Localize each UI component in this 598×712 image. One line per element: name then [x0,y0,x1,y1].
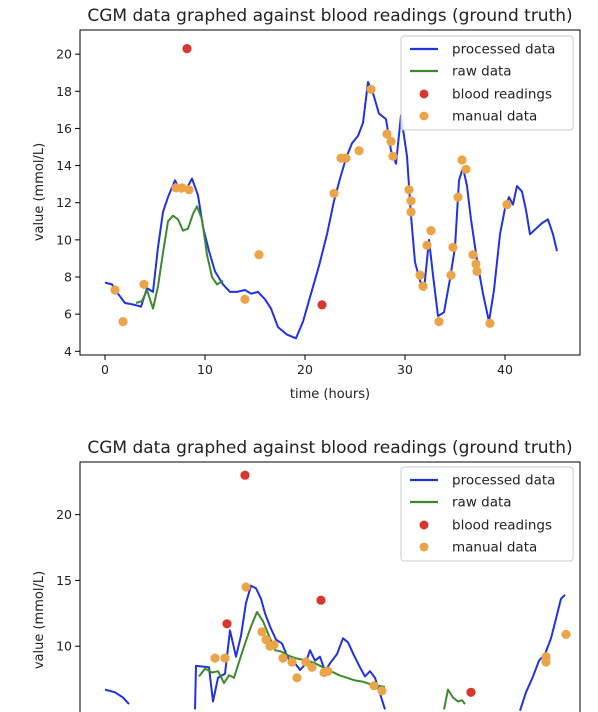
legend-raw-label: raw data [452,64,512,80]
y-tick-label: 15 [56,573,72,588]
y-axis-label: value (mmol/L) [32,571,47,669]
manual-data-point [468,250,477,259]
y-tick-label: 10 [56,232,72,247]
manual-data-point [415,271,424,280]
legend-manual-marker [420,543,429,552]
manual-data-point [240,295,249,304]
legend-blood-label: blood readings [452,518,552,534]
manual-data-point [472,267,481,276]
y-tick-label: 8 [64,270,72,285]
blood-readings-point [466,688,475,697]
chart-2: CGM data graphed against blood readings … [32,438,580,712]
y-tick-label: 16 [56,121,72,136]
legend: processed data raw data blood readings m… [401,467,573,561]
manual-data-point [448,243,457,252]
chart-1: CGM data graphed against blood readings … [32,6,580,402]
chart-title: CGM data graphed against blood readings … [87,438,572,458]
y-tick-label: 20 [56,507,72,522]
manual-data-point [434,317,443,326]
x-tick-label: 40 [497,362,513,377]
legend-processed-label: processed data [452,42,555,58]
manual-data-point [418,282,427,291]
x-tick-label: 0 [101,362,109,377]
y-tick-label: 6 [64,307,72,322]
manual-data-point [541,652,550,661]
manual-data-point [269,640,278,649]
manual-data-point [323,667,332,676]
legend: processed data raw data blood readings m… [401,36,573,130]
x-tick-label: 30 [397,362,413,377]
blood-readings-point [222,619,231,628]
manual-data-point [354,146,363,155]
blood-readings-point [317,300,326,309]
legend-manual-label: manual data [452,109,537,125]
legend-manual-marker [420,112,429,121]
manual-data-point [406,196,415,205]
manual-data-point [278,654,287,663]
manual-data-point [329,189,338,198]
manual-data-point [446,271,455,280]
manual-data-point [457,155,466,164]
blood-readings-point [316,596,325,605]
manual-data-point [388,152,397,161]
y-tick-label: 14 [56,158,72,173]
manual-data-point [210,654,219,663]
manual-data-point [485,319,494,328]
legend-blood-label: blood readings [452,87,552,103]
legend-raw-label: raw data [452,495,512,511]
legend-blood-marker [420,521,429,530]
y-tick-label: 4 [64,344,72,359]
manual-data-point [257,627,266,636]
manual-data-point [110,285,119,294]
manual-data-point [369,681,378,690]
manual-data-point [502,200,511,209]
manual-data-point [292,673,301,682]
y-tick-label: 20 [56,47,72,62]
manual-data-point [422,241,431,250]
manual-data-point [426,226,435,235]
manual-data-point [287,657,296,666]
x-axis-label: time (hours) [290,387,370,402]
manual-data-point [307,663,316,672]
y-tick-label: 18 [56,84,72,99]
manual-data-point [404,185,413,194]
manual-data-point [377,686,386,695]
manual-data-point [184,185,193,194]
legend-processed-label: processed data [452,473,555,489]
manual-data-point [220,654,229,663]
manual-data-point [561,630,570,639]
manual-data-point [386,137,395,146]
axis-ticks: 10 15 20 [56,507,80,654]
y-axis-label: value (mmol/L) [32,143,47,241]
manual-data-point [406,207,415,216]
blood-readings-point [182,44,191,53]
chart-title: CGM data graphed against blood readings … [87,6,572,26]
legend-blood-marker [420,90,429,99]
x-tick-label: 10 [197,362,213,377]
manual-data-point [341,154,350,163]
legend-manual-label: manual data [452,540,537,556]
blood-readings-point [240,471,249,480]
manual-data-point [254,250,263,259]
processed-data-line [520,595,565,711]
processed-data-line [195,586,385,710]
processed-data-line [105,690,129,705]
raw-data-line [444,690,465,710]
manual-data-point [139,280,148,289]
manual-data-point [453,193,462,202]
y-tick-label: 12 [56,195,72,210]
manual-data-point [366,85,375,94]
manual-data-point [118,317,127,326]
x-tick-label: 20 [297,362,313,377]
manual-data-point [461,165,470,174]
manual-data-point [241,582,250,591]
y-tick-label: 10 [56,639,72,654]
